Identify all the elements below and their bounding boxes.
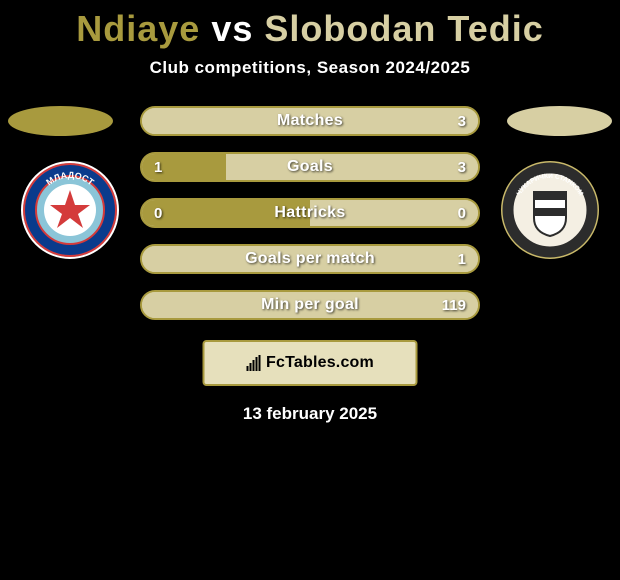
row-label: Hattricks <box>142 204 478 222</box>
chart-icon <box>246 355 260 371</box>
stat-row: Goals per match1 <box>140 244 480 274</box>
row-value-left: 0 <box>154 205 162 222</box>
row-label: Goals per match <box>142 250 478 268</box>
title-vs: vs <box>211 8 264 49</box>
team-logo-right: ЧУКАРИЧКИ СТАНКОМ <box>500 160 600 260</box>
title-player2: Slobodan Tedic <box>264 8 543 49</box>
row-label: Matches <box>142 112 478 130</box>
comparison-title: Ndiaye vs Slobodan Tedic <box>0 0 620 50</box>
ellipse-right <box>507 106 612 136</box>
ellipse-left <box>8 106 113 136</box>
team-logo-left: МЛАДОСТ <box>20 160 120 260</box>
stat-row: Matches3 <box>140 106 480 136</box>
brand-text: FcTables.com <box>266 354 374 372</box>
date-text: 13 february 2025 <box>0 404 620 424</box>
subtitle: Club competitions, Season 2024/2025 <box>0 58 620 78</box>
title-player1: Ndiaye <box>76 8 200 49</box>
row-value-right: 3 <box>458 113 466 130</box>
row-label: Min per goal <box>142 296 478 314</box>
row-value-right: 1 <box>458 251 466 268</box>
row-label: Goals <box>142 158 478 176</box>
row-value-right: 0 <box>458 205 466 222</box>
stat-rows: Matches3Goals13Hattricks00Goals per matc… <box>140 106 480 336</box>
row-value-right: 3 <box>458 159 466 176</box>
stat-row: Goals1 3 <box>140 152 480 182</box>
row-value-right: 119 <box>442 297 466 314</box>
brand-box: FcTables.com <box>203 340 418 386</box>
stats-container: МЛАДОСТ ЧУКАРИЧКИ СТАНКОМ Matches3Goals1… <box>0 106 620 366</box>
row-value-left: 1 <box>154 159 162 176</box>
stat-row: Hattricks0 0 <box>140 198 480 228</box>
stat-row: Min per goal119 <box>140 290 480 320</box>
